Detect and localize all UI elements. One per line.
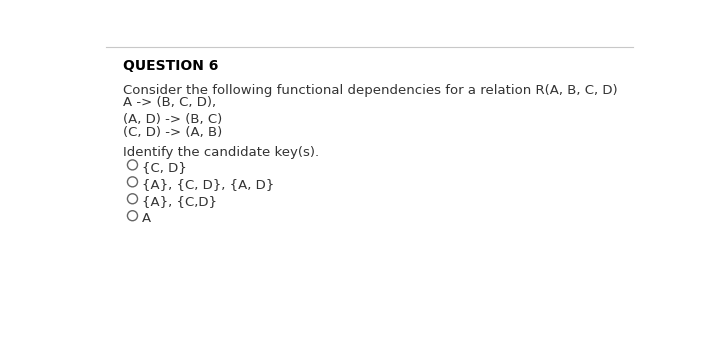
Text: Consider the following functional dependencies for a relation R(A, B, C, D): Consider the following functional depend… (123, 84, 618, 97)
Text: {A}, {C,D}: {A}, {C,D} (142, 195, 218, 208)
Text: {A}, {C, D}, {A, D}: {A}, {C, D}, {A, D} (142, 178, 274, 191)
Text: Identify the candidate key(s).: Identify the candidate key(s). (123, 146, 319, 159)
Text: QUESTION 6: QUESTION 6 (123, 59, 218, 73)
Text: (C, D) -> (A, B): (C, D) -> (A, B) (123, 125, 223, 139)
Text: (A, D) -> (B, C): (A, D) -> (B, C) (123, 113, 223, 126)
Text: A: A (142, 212, 152, 225)
Text: A -> (B, C, D),: A -> (B, C, D), (123, 97, 216, 109)
Text: {C, D}: {C, D} (142, 161, 187, 174)
